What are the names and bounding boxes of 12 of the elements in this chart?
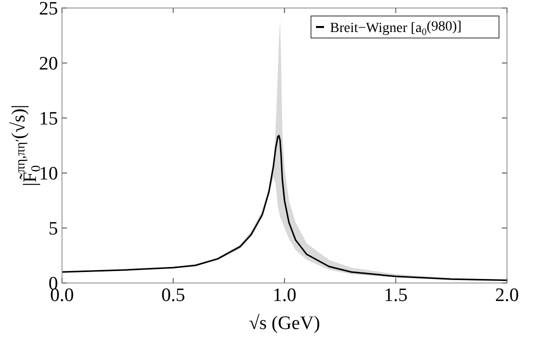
- x-tick-label: 2.0: [495, 285, 519, 306]
- line-series: [62, 134, 507, 281]
- y-tick-label: 25: [39, 0, 58, 20]
- x-tick-label: 0.5: [161, 285, 186, 306]
- x-tick-label: 1.5: [384, 285, 408, 306]
- y-tick-label: 15: [39, 108, 58, 130]
- x-tick-label: 1.0: [272, 285, 296, 306]
- x-axis-title: √s (GeV): [248, 313, 320, 334]
- y-tick-label: 20: [39, 54, 58, 75]
- legend-label: Breit−Wigner [a$_{0}$(980)]: [330, 20, 462, 38]
- y-tick-label: 5: [48, 218, 58, 240]
- y-tick-label: 10: [39, 164, 58, 185]
